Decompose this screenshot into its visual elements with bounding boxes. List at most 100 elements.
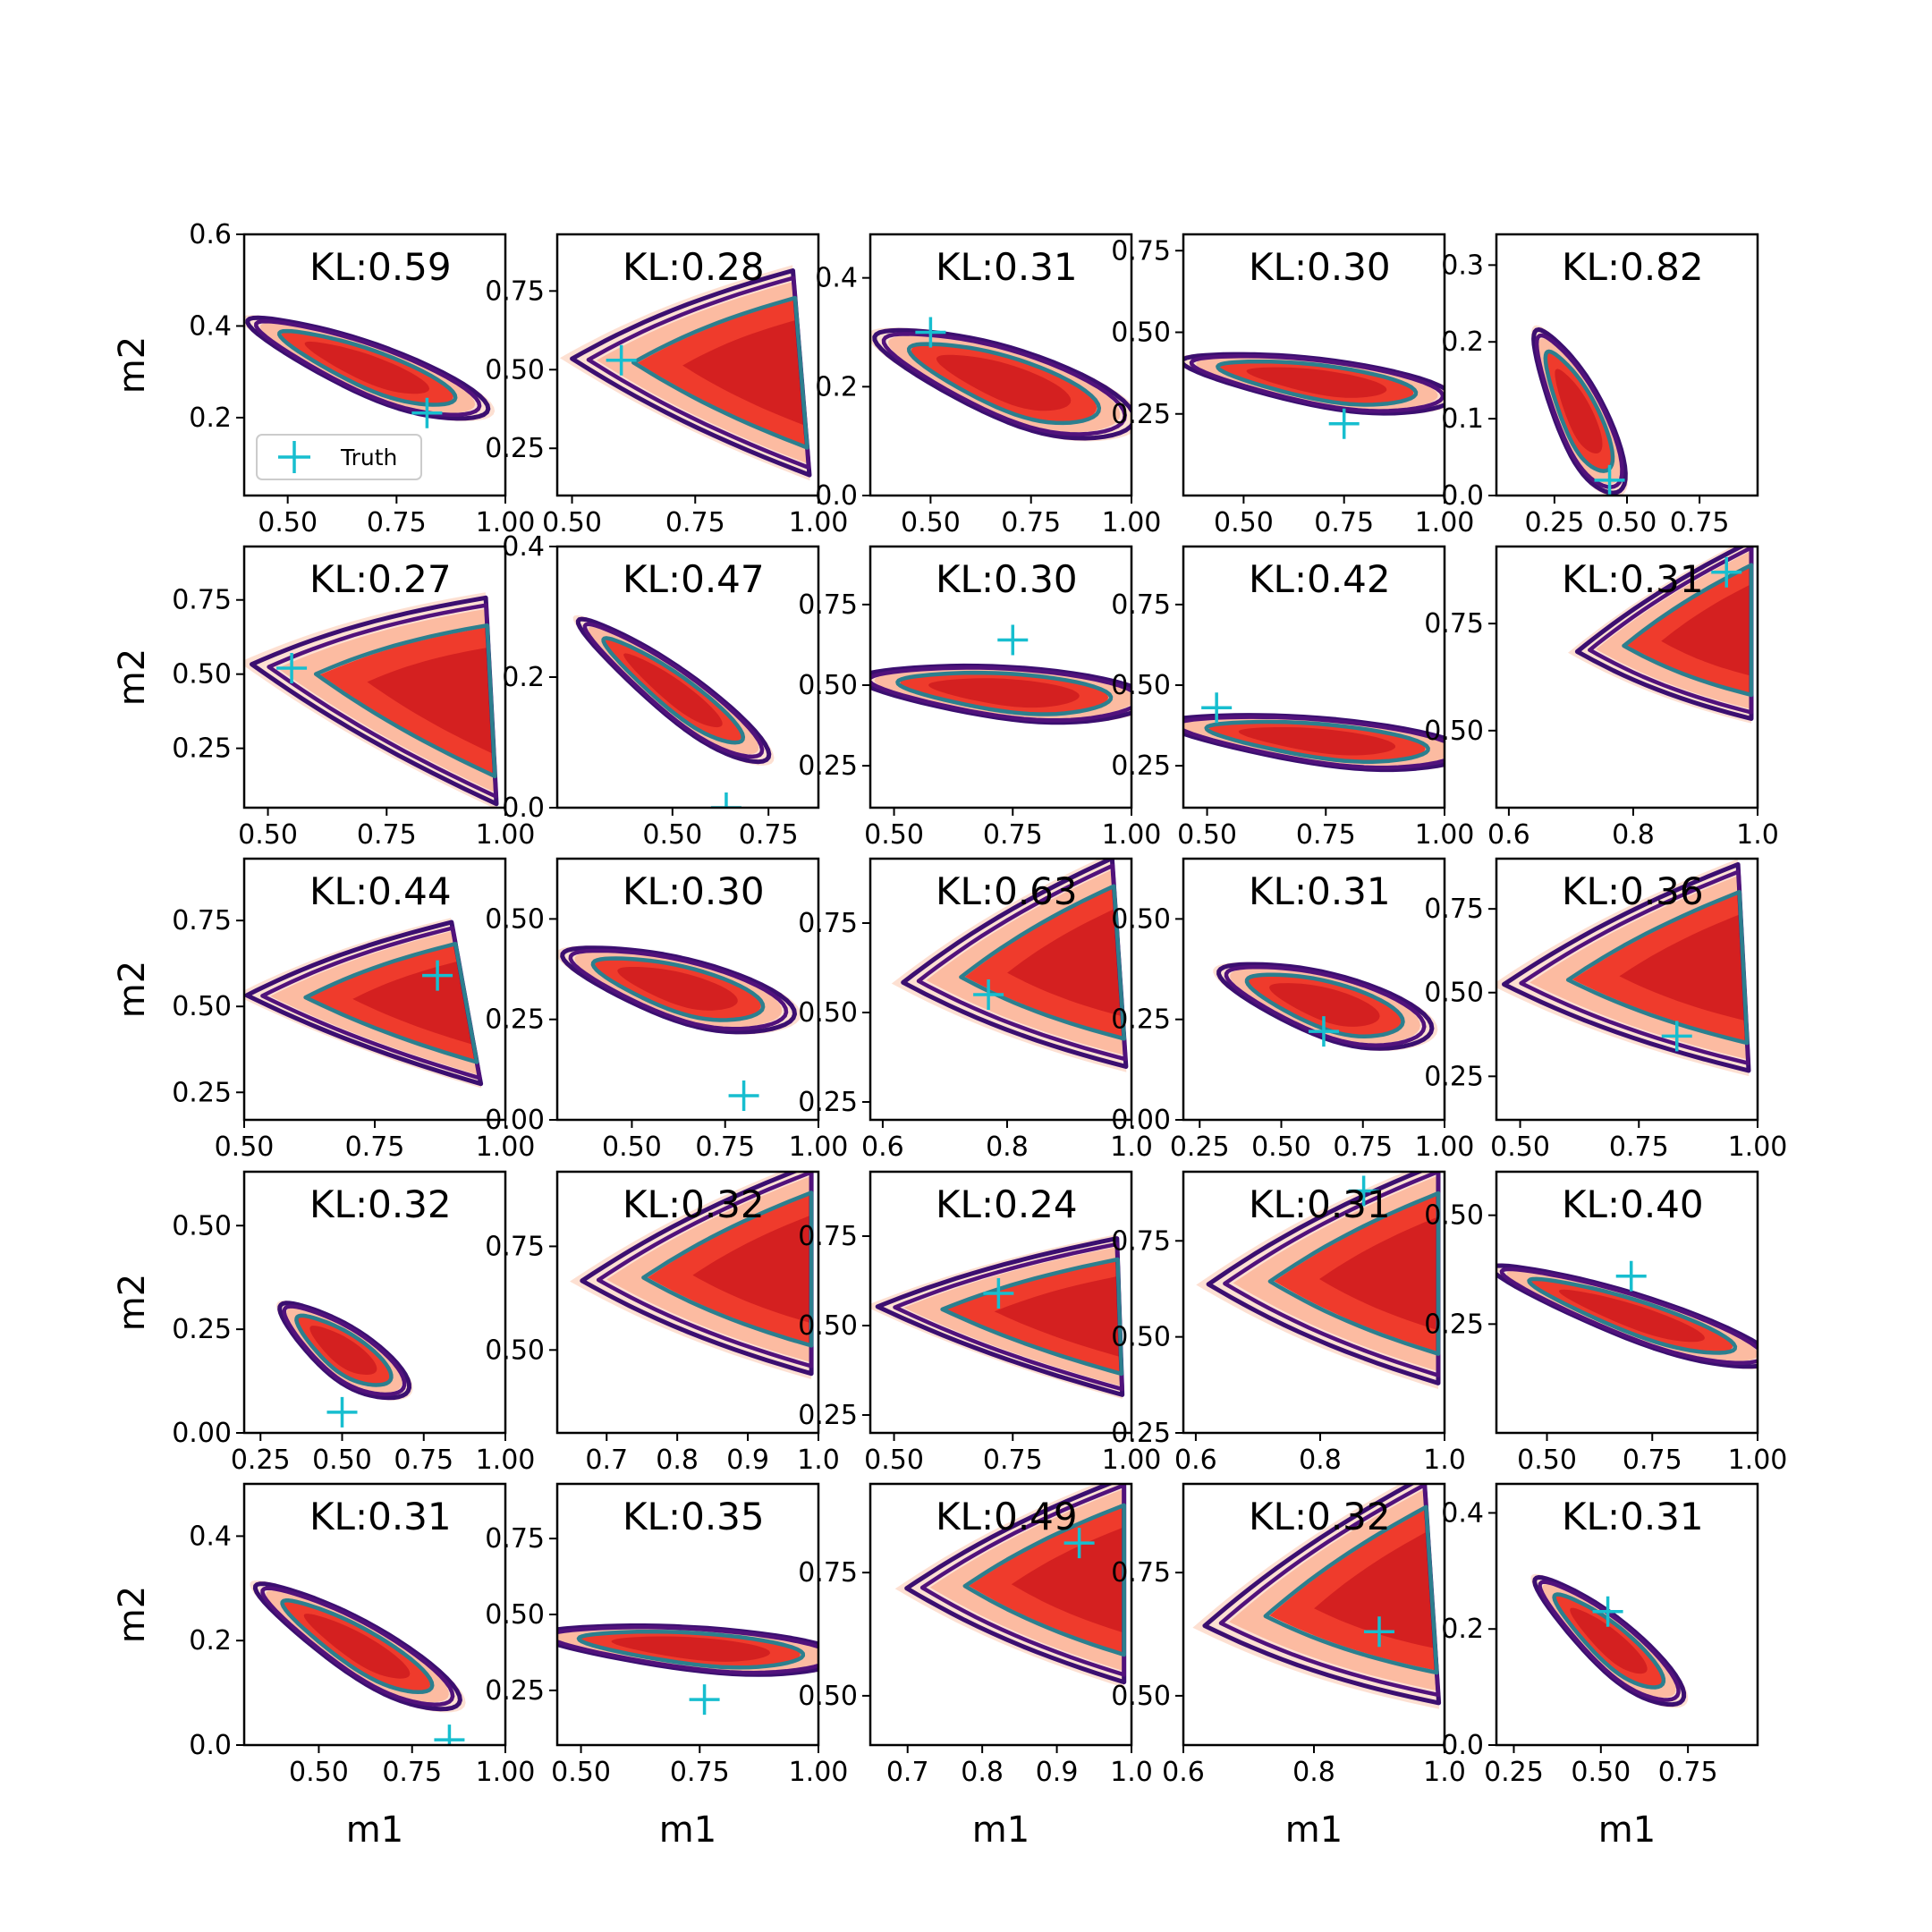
panel-5-contours [1531,325,1629,496]
x-tick-label: 0.75 [382,1757,442,1788]
y-tick-label: 0.2 [502,662,545,693]
panel-frame [869,545,1133,809]
y-axis-label: m2 [112,1274,153,1331]
panel-19: KL:0.31 0.6 0.8 1.0 0.25 0.50 0.75 [1111,1170,1466,1476]
mid-contour [568,948,789,1031]
truth-marker [434,1724,465,1745]
panel-18: KL:0.240.50 0.75 1.000.250.500.75 [798,1170,1161,1476]
x-tick-label: 0.50 [542,507,602,538]
inner-contour [576,1629,806,1670]
outer-contour [870,663,1131,725]
panel-frame [242,545,507,809]
kl-annotation: KL:0.36 [1562,869,1704,913]
y-tick-label: 0.25 [1111,1004,1171,1036]
x-axis-label: m1 [1598,1809,1656,1851]
x-tick-label: 1.00 [476,1445,536,1476]
y-tick-label: 0.2 [1441,1614,1484,1645]
kl-annotation: KL:0.32 [623,1182,765,1226]
filled-level-4 [928,678,1080,708]
kl-annotation: KL:0.31 [936,245,1078,289]
truth-marker [326,1396,358,1428]
y-tick-label: 0.75 [798,908,858,939]
truth-marker [710,792,741,808]
x-tick-label: 0.75 [739,819,799,851]
mid-contour [557,1625,818,1675]
panel-frame [555,857,820,1122]
filled-level-4 [994,1275,1122,1358]
x-tick-label: 0.75 [983,819,1043,851]
kl-annotation: KL:0.47 [623,557,765,601]
truth-marker [606,344,637,376]
y-tick-label: 0.25 [485,1004,545,1036]
panel-14: KL:0.310.25 0.50 0.75 1.000.000.250.50 [1111,857,1474,1163]
y-tick-label: 0.50 [798,670,858,701]
x-tick-label: 0.9 [1036,1757,1079,1788]
panel-frame [869,1482,1133,1747]
x-tick-label: 0.50 [1571,1757,1631,1788]
y-tick-label: 0.2 [815,371,858,402]
y-tick-label: 0.25 [1424,1309,1484,1340]
panel-12: KL:0.30 0.50 0.75 1.00 0.00 0.25 0.50 [485,857,849,1163]
panel-25: KL:0.31 0.25 0.50 0.75 0.0 0.2 0.4 m1 [1441,1482,1759,1851]
y-tick-label: 0.50 [798,1310,858,1342]
x-tick-label: 0.75 [1001,507,1061,538]
kl-annotation: KL:0.31 [309,1495,452,1538]
x-tick-label: 0.8 [961,1757,1004,1788]
filled-level-4 [1011,1527,1124,1633]
y-tick-label: 0.50 [1424,716,1484,747]
x-tick-label: 1.00 [789,507,849,538]
x-tick-label: 1.00 [1728,1445,1788,1476]
panel-frame [869,233,1133,497]
y-tick-label: 0.50 [485,1335,545,1366]
x-tick-label: 1.00 [789,1131,849,1163]
panel-2: KL:0.28 0.50 0.75 1.00 0.25 0.50 0.75 [485,233,849,538]
truth-marker [973,979,1004,1010]
y-tick-label: 0.25 [798,1400,858,1431]
panel-13-contours [891,859,1129,1072]
panel-frame [1182,545,1446,809]
y-tick-label: 0.2 [1441,326,1484,358]
panel-4: KL:0.30 0.50 0.75 1.00 0.25 0.50 0.75 [1111,233,1474,538]
inner-contour [1565,889,1750,1046]
y-tick-label: 0.2 [189,402,232,434]
filled-level-4 [936,354,1072,411]
x-tick-label: 1.0 [1110,1131,1153,1163]
inner-contour [313,623,497,779]
y-tick-label: 0.00 [485,1105,545,1136]
y-tick-label: 0.00 [172,1418,232,1449]
panel-8-contours [870,624,1131,725]
y-tick-label: 0.4 [189,1521,232,1552]
kl-annotation: KL:0.40 [1562,1182,1704,1226]
outer-contour [1216,962,1435,1051]
y-tick-label: 0.75 [1424,894,1484,925]
x-tick-label: 1.00 [476,819,536,851]
panel-15-contours [1496,859,1751,1077]
inner-contour [631,295,809,450]
mid-contour [1538,1580,1681,1702]
mid-contour [1499,1267,1758,1365]
y-tick-label: 0.75 [1111,589,1171,621]
panel-11: KL:0.44 0.50 0.75 1.00 0.25 0.50 0.75 m2 [112,857,535,1163]
kl-annotation: KL:0.35 [623,1495,765,1538]
panel-18-contours [870,1234,1125,1399]
truth-marker [1348,1175,1379,1207]
panel-1: KL:0.59 0.50 0.75 1.00 0.2 0.4 0.6 m2 Truth [112,219,535,538]
filled-level-4 [1246,367,1387,398]
y-tick-label: 0.50 [1111,903,1171,935]
x-tick-label: 0.50 [1177,819,1237,851]
panel-13: KL:0.63 0.6 0.8 1.0 0.25 0.50 0.75 [798,857,1153,1163]
x-tick-label: 0.50 [864,1445,924,1476]
filled-level-4 [1319,1216,1438,1331]
y-tick-label: 0.25 [1111,399,1171,430]
panel-20: KL:0.40 0.50 0.75 1.00 0.25 0.50 [1424,1170,1788,1476]
x-tick-label: 0.75 [1296,819,1356,851]
x-tick-label: 1.00 [476,1757,536,1788]
truth-marker [422,960,453,991]
y-tick-label: 0.75 [1111,1557,1171,1589]
mid-contour [254,318,482,418]
filled-level-4 [682,319,806,426]
x-tick-label: 0.8 [986,1131,1029,1163]
inner-contour [1552,1592,1666,1690]
x-tick-label: 0.6 [1487,819,1530,851]
